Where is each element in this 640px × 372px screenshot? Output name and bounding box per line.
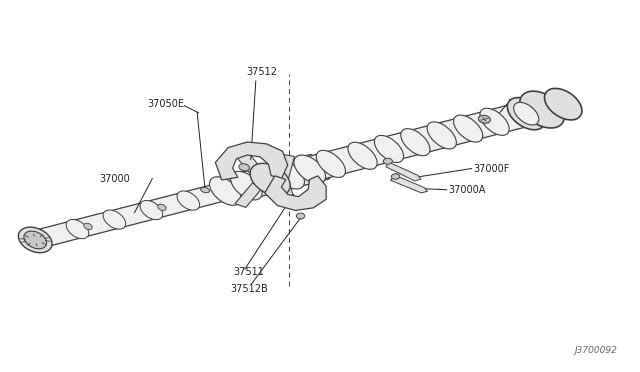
Ellipse shape <box>239 164 250 171</box>
Ellipse shape <box>520 91 564 128</box>
Text: 37000A: 37000A <box>448 186 485 195</box>
Ellipse shape <box>514 102 539 125</box>
Polygon shape <box>235 149 264 176</box>
Ellipse shape <box>66 219 89 239</box>
Polygon shape <box>275 179 294 203</box>
Ellipse shape <box>348 142 377 169</box>
Ellipse shape <box>273 160 305 189</box>
Ellipse shape <box>479 115 490 123</box>
Ellipse shape <box>19 227 52 253</box>
Ellipse shape <box>374 135 404 163</box>
Ellipse shape <box>103 210 125 229</box>
Ellipse shape <box>84 223 92 230</box>
Text: J3700092: J3700092 <box>575 346 618 355</box>
Ellipse shape <box>296 213 305 219</box>
Ellipse shape <box>177 191 200 210</box>
Ellipse shape <box>24 231 47 249</box>
Polygon shape <box>211 154 330 205</box>
Polygon shape <box>265 176 326 211</box>
Polygon shape <box>386 162 421 181</box>
Ellipse shape <box>209 177 241 205</box>
Ellipse shape <box>454 115 483 142</box>
Ellipse shape <box>316 150 346 177</box>
Text: 37511: 37511 <box>234 267 264 276</box>
Text: 37000B: 37000B <box>507 99 545 109</box>
Text: 37050E: 37050E <box>147 99 184 109</box>
Text: 37512B: 37512B <box>230 285 268 294</box>
Polygon shape <box>517 92 572 126</box>
Ellipse shape <box>250 163 290 196</box>
Ellipse shape <box>230 171 262 200</box>
Polygon shape <box>275 154 294 180</box>
Ellipse shape <box>480 108 509 135</box>
Ellipse shape <box>252 166 284 195</box>
Ellipse shape <box>401 129 430 156</box>
Text: 37512: 37512 <box>246 67 277 77</box>
Ellipse shape <box>200 187 210 193</box>
Text: 37000F: 37000F <box>474 164 510 174</box>
Polygon shape <box>390 175 428 193</box>
Ellipse shape <box>545 89 582 120</box>
Ellipse shape <box>508 97 545 130</box>
Polygon shape <box>215 142 287 180</box>
Text: 37000: 37000 <box>99 174 130 183</box>
Polygon shape <box>29 180 242 248</box>
Ellipse shape <box>427 122 456 149</box>
Ellipse shape <box>157 204 166 211</box>
Polygon shape <box>301 103 534 180</box>
Ellipse shape <box>383 158 392 164</box>
Polygon shape <box>235 183 264 208</box>
Ellipse shape <box>140 201 163 220</box>
Ellipse shape <box>391 174 400 179</box>
Ellipse shape <box>294 155 326 184</box>
